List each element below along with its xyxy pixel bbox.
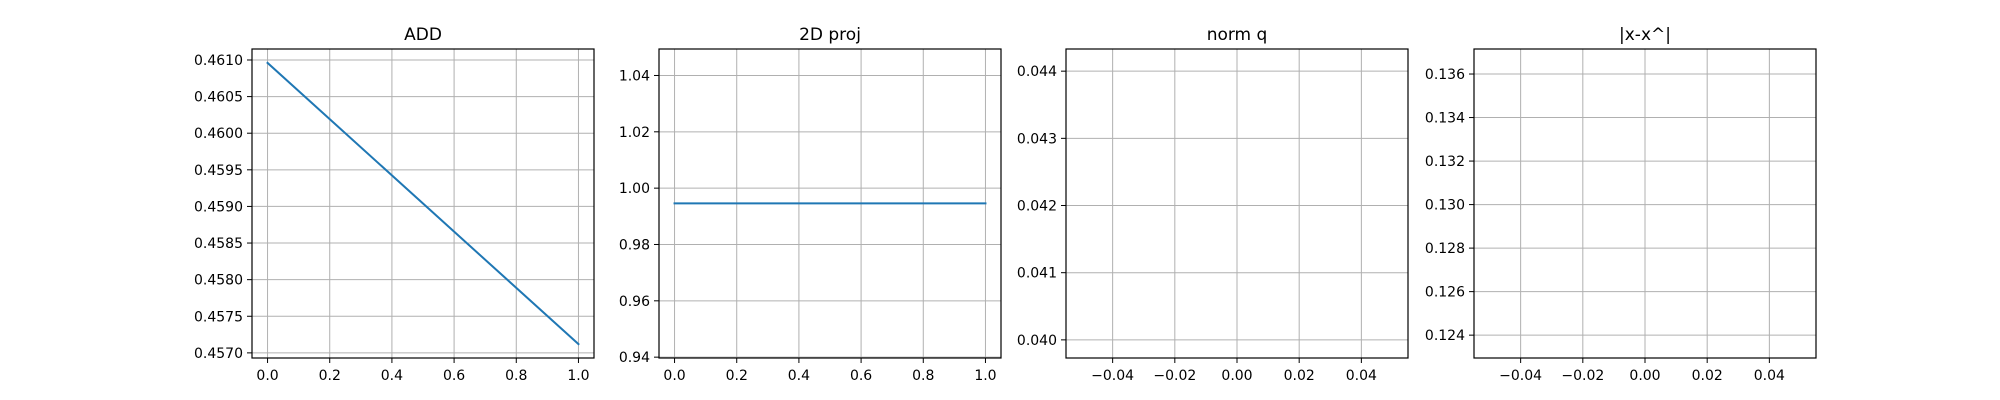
y-tick-label-0-4590: 0.4590 (194, 199, 243, 215)
axes-title: ADD (404, 25, 442, 45)
x-tick-label-1-0: 1.0 (974, 368, 996, 384)
y-tick-label-0-136: 0.136 (1425, 67, 1465, 83)
tick-layer: 0.0 0.2 0.4 0.6 0.8 1.0 0.4570 0.4575 0.4580 0.45… (194, 53, 590, 384)
y-tick-label-0-4585: 0.4585 (194, 236, 243, 252)
y-tick-label-1-02: 1.02 (619, 125, 650, 141)
x-tick-label-0-8: 0.8 (505, 368, 527, 384)
y-tick-label-0-4600: 0.4600 (194, 126, 243, 142)
y-tick-label-0-124: 0.124 (1425, 328, 1465, 344)
y-tick-label-0-4575: 0.4575 (194, 309, 243, 325)
x-tick-label-0-6: 0.6 (850, 368, 872, 384)
x-tick-label-0-6: 0.6 (443, 368, 465, 384)
tick-layer: −0.04 −0.02 0.00 0.02 0.04 0.040 0.041 0.042 0.0… (1017, 64, 1377, 384)
x-tick-label-0-00: 0.00 (1221, 368, 1252, 384)
grid-layer (1066, 49, 1408, 358)
x-tick-label-0-0: 0.0 (663, 368, 685, 384)
tick-layer: 0.0 0.2 0.4 0.6 0.8 1.0 0.94 0.96 0.98 1.00 1.02 1.… (619, 68, 997, 384)
axes-title: norm q (1207, 25, 1268, 45)
y-tick-label-0-041: 0.041 (1017, 266, 1057, 282)
y-tick-label-0-043: 0.043 (1017, 131, 1057, 147)
x-tick-label-minus-0-02: −0.02 (1561, 368, 1604, 384)
y-tick-label-0-044: 0.044 (1017, 64, 1057, 80)
spine-layer (658, 48, 1002, 359)
x-tick-label-minus-0-02: −0.02 (1153, 368, 1196, 384)
y-tick-label-0-126: 0.126 (1425, 285, 1465, 301)
y-tick-label-0-94: 0.94 (619, 350, 650, 366)
y-tick-label-0-98: 0.98 (619, 237, 650, 253)
y-tick-label-1-04: 1.04 (619, 68, 650, 84)
axes-add: 0.0 0.2 0.4 0.6 0.8 1.0 0.4570 0.4575 0.4580 0.45… (194, 25, 595, 384)
axes-abs-error: −0.04 −0.02 0.00 0.02 0.04 0.124 0.126 0.128 0.1… (1425, 25, 1817, 384)
axes-title: 2D proj (799, 25, 861, 45)
axes-norm-q: −0.04 −0.02 0.00 0.02 0.04 0.040 0.041 0.042 0.0… (1017, 25, 1409, 384)
grid-layer (252, 49, 594, 358)
grid-layer (659, 49, 1001, 358)
y-tick-label-0-130: 0.130 (1425, 198, 1465, 214)
x-tick-label-0-4: 0.4 (381, 368, 403, 384)
x-tick-label-0-8: 0.8 (912, 368, 934, 384)
y-tick-label-0-132: 0.132 (1425, 154, 1465, 170)
x-tick-label-0-4: 0.4 (788, 368, 810, 384)
grid-layer (1474, 49, 1816, 358)
x-tick-label-0-2: 0.2 (319, 368, 341, 384)
x-tick-label-0-02: 0.02 (1284, 368, 1315, 384)
x-tick-label-minus-0-04: −0.04 (1091, 368, 1134, 384)
x-tick-label-minus-0-04: −0.04 (1499, 368, 1542, 384)
x-tick-label-0-04: 0.04 (1346, 368, 1377, 384)
x-tick-label-1-0: 1.0 (567, 368, 589, 384)
x-tick-label-0-00: 0.00 (1629, 368, 1660, 384)
y-tick-label-0-040: 0.040 (1017, 333, 1057, 349)
axes-frame (251, 48, 595, 359)
y-tick-label-0-4570: 0.4570 (194, 346, 243, 362)
y-tick-label-0-042: 0.042 (1017, 199, 1057, 215)
y-tick-label-1-00: 1.00 (619, 181, 650, 197)
data-layer (266, 61, 580, 346)
x-tick-label-0-02: 0.02 (1692, 368, 1723, 384)
y-tick-label-0-134: 0.134 (1425, 111, 1465, 127)
y-tick-label-0-4580: 0.4580 (194, 273, 243, 289)
axes-frame (658, 48, 1002, 359)
y-tick-label-0-96: 0.96 (619, 294, 650, 310)
x-tick-label-0-2: 0.2 (726, 368, 748, 384)
tick-layer: −0.04 −0.02 0.00 0.02 0.04 0.124 0.126 0.128 0.1… (1425, 67, 1785, 384)
series-line-0 (266, 61, 580, 346)
axes-2d-proj: 0.0 0.2 0.4 0.6 0.8 1.0 0.94 0.96 0.98 1.00 1.02 1.… (619, 25, 1002, 384)
y-tick-label-0-128: 0.128 (1425, 241, 1465, 257)
y-tick-label-0-4610: 0.4610 (194, 53, 243, 69)
x-tick-label-0-04: 0.04 (1754, 368, 1785, 384)
y-tick-label-0-4605: 0.4605 (194, 90, 243, 106)
spine-layer (251, 48, 595, 359)
axes-title: |x-x^| (1619, 25, 1671, 45)
y-tick-label-0-4595: 0.4595 (194, 163, 243, 179)
x-tick-label-0-0: 0.0 (256, 368, 278, 384)
